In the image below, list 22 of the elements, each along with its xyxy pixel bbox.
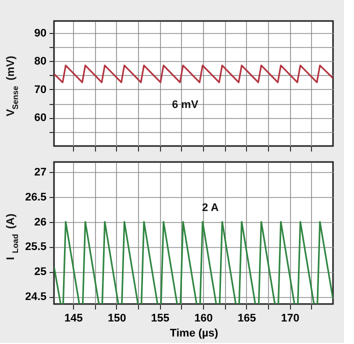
- y-tick-label: 24.5: [25, 291, 46, 304]
- y-tick-label: 26.5: [25, 191, 46, 204]
- y-tick-label: 26: [34, 216, 46, 228]
- y-tick-label: 70: [34, 84, 46, 96]
- x-tick-label: 160: [194, 312, 213, 324]
- line-series: [54, 64, 333, 84]
- x-tick-label: 170: [280, 312, 300, 324]
- x-tick-label: 155: [151, 312, 170, 324]
- y-tick-label: 60: [34, 112, 46, 124]
- y-tick-label: 27: [34, 166, 46, 178]
- y-tick-label: 90: [34, 27, 46, 40]
- annotation: 6 mV: [172, 99, 199, 111]
- x-tick-label: 165: [238, 312, 256, 324]
- y-tick-label: 25: [34, 266, 46, 278]
- y-tick-label: 80: [34, 56, 46, 68]
- x-tick-label: 145: [64, 312, 83, 324]
- annotation: 2 A: [202, 202, 219, 214]
- x-tick-label: 150: [108, 312, 126, 324]
- y-axis-title: VSense (mV): [5, 56, 20, 116]
- x-axis-title: Time (µs): [170, 328, 218, 340]
- y-axis-title: ILoad (A): [5, 213, 20, 260]
- y-tick-label: 25.5: [25, 241, 46, 254]
